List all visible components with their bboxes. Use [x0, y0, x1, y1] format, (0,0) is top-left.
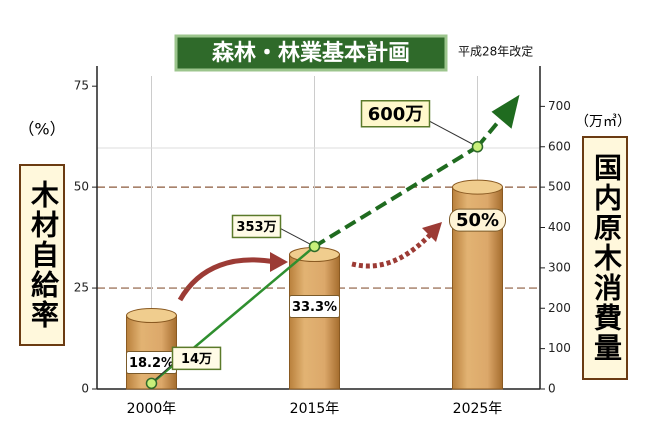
line-segment — [313, 145, 479, 249]
y2-tick-label: 0 — [548, 382, 556, 396]
y2-tick-label: 700 — [548, 99, 571, 113]
y2-axis-title: 国内原木消費量 — [590, 153, 623, 363]
y-tick-label: 75 — [74, 79, 89, 93]
line-point — [145, 377, 158, 390]
x-tick-label: 2000年 — [127, 401, 177, 417]
chart-title: 森林・林業基本計画 — [212, 40, 410, 66]
decor-arrow — [351, 233, 432, 269]
y-tick-label: 50 — [74, 180, 89, 194]
y-tick-label: 25 — [74, 281, 89, 295]
value-label: 14万 — [181, 352, 212, 367]
title-box — [174, 34, 448, 72]
bar-top — [126, 308, 177, 324]
decor-arrowhead — [422, 222, 442, 242]
value-label-box — [360, 100, 431, 128]
y-tick-label: 0 — [81, 382, 89, 396]
line-point — [471, 141, 484, 153]
y2-title-box — [582, 136, 628, 380]
label-leader — [276, 226, 315, 247]
y2-tick-label: 400 — [548, 220, 571, 234]
x-tick-label: 2015年 — [290, 401, 340, 417]
bar — [289, 254, 340, 390]
y2-tick-label: 600 — [548, 139, 571, 153]
arrowhead — [491, 94, 520, 129]
y2-tick-label: 200 — [548, 301, 571, 315]
value-label: 50% — [456, 210, 499, 231]
y2-tick-label: 100 — [548, 341, 571, 355]
value-label: 18.2% — [129, 356, 174, 371]
value-label: 600万 — [368, 104, 424, 125]
bar-top — [452, 179, 503, 195]
value-label: 33.3% — [292, 300, 337, 315]
y2-tick-label: 500 — [548, 180, 571, 194]
value-label-box — [289, 295, 340, 319]
chart-subtitle: 平成28年改定 — [458, 44, 533, 59]
y-axis-title: 木材自給率 — [27, 180, 60, 330]
value-label-box — [449, 208, 506, 232]
decor-arrowhead — [270, 252, 288, 272]
x-tick-label: 2025年 — [453, 401, 503, 417]
y2-tick-label: 300 — [548, 260, 571, 274]
y2-unit: （万㎥） — [575, 114, 631, 130]
arrow-shaft — [475, 115, 505, 149]
decor-arrow — [177, 257, 276, 302]
line-point — [308, 240, 321, 253]
y-unit: （%） — [18, 120, 65, 139]
value-label-box — [171, 346, 222, 371]
y-title-box — [19, 164, 65, 346]
value-label-box — [231, 214, 282, 239]
value-label: 353万 — [236, 220, 276, 235]
